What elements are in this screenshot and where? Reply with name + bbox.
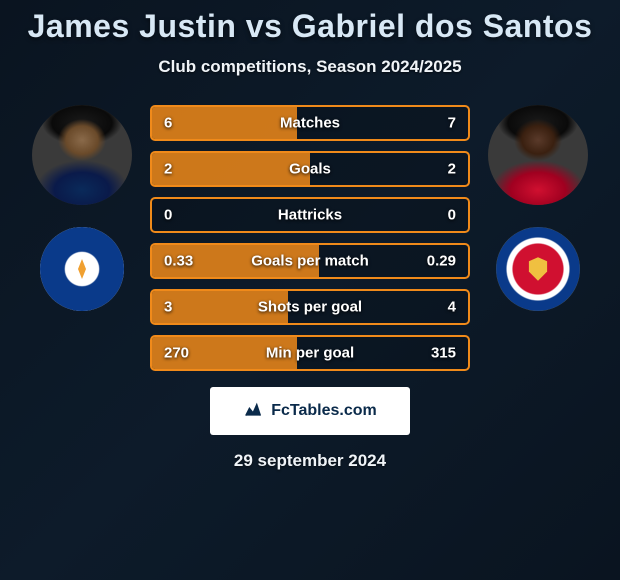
- content-row: 6 Matches 7 2 Goals 2 0 Hattricks 0 0.33 Goals per…: [0, 105, 620, 371]
- watermark-badge: FcTables.com: [210, 387, 410, 435]
- stat-right-value: 0: [448, 207, 456, 224]
- page-title: James Justin vs Gabriel dos Santos: [0, 8, 620, 45]
- stat-right-value: 7: [448, 115, 456, 132]
- stat-right-value: 0.29: [427, 253, 456, 270]
- stat-right-value: 4: [448, 299, 456, 316]
- stat-label: Goals per match: [251, 253, 369, 270]
- stats-column: 6 Matches 7 2 Goals 2 0 Hattricks 0 0.33 Goals per…: [150, 105, 470, 371]
- stat-right-value: 2: [448, 161, 456, 178]
- stat-row: 3 Shots per goal 4: [150, 289, 470, 325]
- stat-row: 0 Hattricks 0: [150, 197, 470, 233]
- stat-left-value: 0: [164, 207, 172, 224]
- stat-label: Goals: [289, 161, 331, 178]
- stat-label: Shots per goal: [258, 299, 362, 316]
- stat-row: 6 Matches 7: [150, 105, 470, 141]
- player1-club-badge: [40, 227, 124, 311]
- player1-column: [32, 105, 132, 311]
- stat-left-value: 2: [164, 161, 172, 178]
- stat-left-value: 0.33: [164, 253, 193, 270]
- watermark-text: FcTables.com: [271, 402, 377, 420]
- date-line: 29 september 2024: [0, 451, 620, 471]
- player1-avatar: [32, 105, 132, 205]
- player2-club-badge: [496, 227, 580, 311]
- player2-column: [488, 105, 588, 311]
- stat-left-value: 270: [164, 345, 189, 362]
- stat-left-value: 3: [164, 299, 172, 316]
- subtitle: Club competitions, Season 2024/2025: [0, 57, 620, 77]
- stat-label: Min per goal: [266, 345, 354, 362]
- stat-row: 2 Goals 2: [150, 151, 470, 187]
- player2-avatar: [488, 105, 588, 205]
- comparison-card: James Justin vs Gabriel dos Santos Club …: [0, 0, 620, 580]
- stat-fill-left: [152, 107, 297, 139]
- stat-left-value: 6: [164, 115, 172, 132]
- stat-row: 270 Min per goal 315: [150, 335, 470, 371]
- stat-row: 0.33 Goals per match 0.29: [150, 243, 470, 279]
- stat-fill-left: [152, 153, 310, 185]
- stat-right-value: 315: [431, 345, 456, 362]
- stat-label: Hattricks: [278, 207, 342, 224]
- stat-label: Matches: [280, 115, 340, 132]
- fctables-icon: [243, 400, 265, 422]
